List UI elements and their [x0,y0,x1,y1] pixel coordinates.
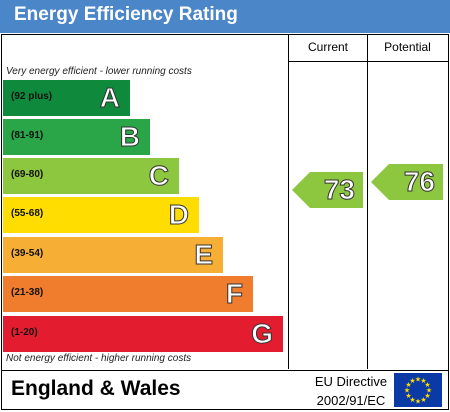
eu-flag-icon: ★ ★ ★ ★ ★ ★ ★ ★ ★ ★ ★ ★ [394,373,442,407]
eu-star-icon: ★ [405,381,411,389]
eu-star-icon: ★ [424,392,430,400]
band-letter: E [194,239,214,271]
eu-star-icon: ★ [420,396,426,404]
band-range: (55-68) [11,208,44,219]
band-range: (21-38) [11,287,44,298]
band-range: (1-20) [11,327,38,338]
band-range: (69-80) [11,169,44,180]
column-divider [288,34,289,369]
eu-stars-icon: ★★★★★★★★★ ★ ★★ [404,376,432,406]
band-e: (39-54) E [3,237,223,273]
potential-rating-arrow: 76 [371,164,443,200]
footer [1,369,449,410]
band-letter: C [148,160,169,192]
rating-table [1,34,449,371]
band-a: (92 plus) A [3,80,130,116]
eu-star-icon: ★ [415,398,421,406]
eu-star-icon: ★ [426,387,432,395]
band-b: (81-91) B [3,119,150,155]
potential-column-header: Potential [384,40,431,54]
current-column-header: Current [307,40,348,54]
band-range: (92 plus) [11,91,53,102]
eu-star-icon: ★ [424,381,430,389]
directive-line-1: EU Directive [314,374,388,389]
directive-line-2: 2002/91/EC [316,393,386,408]
title-bar: Energy Efficiency Rating [0,0,450,33]
eu-star-icon: ★ [415,376,421,384]
band-g: (1-20) G [3,316,283,352]
band-c: (69-80) C [3,158,179,194]
bottom-note: Not energy efficient - higher running co… [6,353,192,364]
region-label: England & Wales [11,377,181,400]
band-letter: F [225,278,243,310]
potential-rating-value: 76 [403,166,435,198]
eu-star-icon: ★ [420,377,426,385]
eu-star-icon: ★ [409,377,415,385]
band-range: (39-54) [11,248,44,259]
current-rating-value: 73 [323,174,355,206]
page-title: Energy Efficiency Rating [14,4,238,25]
top-note: Very energy efficient - lower running co… [6,66,192,77]
band-letter: G [251,318,274,350]
eu-star-icon: ★ [404,387,410,395]
band-letter: A [99,82,120,114]
eu-star-icon: ★ [405,392,411,400]
header-divider [288,61,448,62]
band-letter: D [168,199,189,231]
band-letter: B [119,121,140,153]
band-f: (21-38) F [3,276,253,312]
column-divider [367,34,368,369]
band-d: (55-68) D [3,197,199,233]
eu-star-icon: ★ [409,396,415,404]
band-range: (81-91) [11,130,44,141]
